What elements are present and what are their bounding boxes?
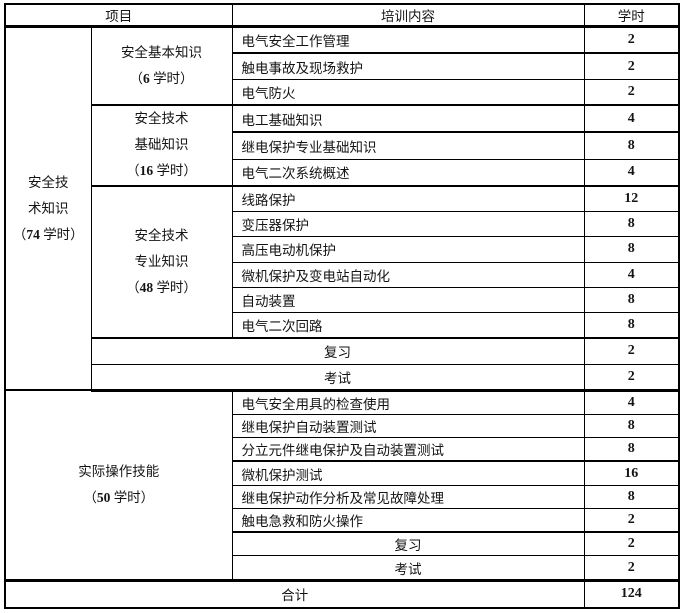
category-practical-skills: 实际操作技能 （50 学时） (4, 389, 233, 582)
table-row: 变压器保护 8 (5, 211, 680, 238)
hours-cell: 2 (583, 26, 680, 55)
hours-cell: 12 (583, 185, 680, 213)
table-row: 继电保护动作分析及常见故障处理 8 (5, 484, 680, 509)
table-row: 实际操作技能 （50 学时） 电气安全用具的检查使用 4 (4, 389, 680, 582)
hours-cell: 16 (583, 460, 680, 486)
table-row: 安全技 术知识 （74 学时） 安全基本知识 （6 学时） 电气安全工作管理 2 (4, 26, 680, 392)
course-name-cell: 继电保护动作分析及常见故障处理 (231, 484, 585, 509)
total-row: 合计 124 (4, 579, 680, 609)
table-row: 电气二次回路 8 (5, 312, 680, 340)
training-schedule-table: 项目 培训内容 学时 安全技 术知识 （74 学时） 安全基本知识 （6 学时）… (4, 3, 680, 609)
hours-cell: 2 (583, 531, 680, 557)
hours-cell: 2 (583, 52, 680, 80)
exam-row: 考试 2 (5, 363, 680, 392)
total-label: 合计 (4, 579, 585, 609)
hours-cell: 8 (583, 484, 680, 509)
hours-cell: 2 (583, 555, 680, 582)
subcategory-tech-foundation: 安全技术 基础知识 （16 学时） (90, 104, 233, 187)
course-name-cell: 变压器保护 (231, 211, 585, 238)
hours-cell: 8 (583, 414, 680, 439)
exam-cell: 考试 (231, 555, 585, 582)
hours-cell: 4 (583, 261, 680, 288)
table-row: 电气防火 2 (5, 78, 680, 106)
course-name-cell: 微机保护测试 (231, 460, 585, 486)
exam-row: 考试 2 (5, 555, 680, 582)
hours-cell: 8 (583, 211, 680, 238)
table-row: 触电急救和防火操作 2 (5, 507, 680, 534)
hours-cell: 2 (583, 507, 680, 534)
hours-cell: 8 (583, 312, 680, 340)
table-row: 自动装置 8 (5, 286, 680, 314)
subcategory-tech-professional: 安全技术 专业知识 （48 学时） (90, 185, 233, 340)
table-row: 电气二次系统概述 4 (5, 158, 680, 187)
course-name-cell: 微机保护及变电站自动化 (231, 261, 585, 288)
hours-cell: 8 (583, 437, 680, 463)
course-name-cell: 电气防火 (231, 78, 585, 106)
table-row: 安全技术 专业知识 （48 学时） 线路保护 12 (5, 185, 680, 340)
hours-cell: 4 (583, 158, 680, 187)
exam-cell: 考试 (90, 363, 585, 392)
hours-cell: 4 (583, 389, 680, 416)
table-row: 微机保护测试 16 (5, 460, 680, 486)
course-name-cell: 电气安全工作管理 (231, 26, 585, 55)
course-name-cell: 高压电动机保护 (231, 236, 585, 263)
course-name-cell: 电气二次系统概述 (231, 158, 585, 187)
hours-cell: 4 (583, 104, 680, 134)
header-hours: 学时 (583, 3, 680, 29)
hours-cell: 2 (583, 363, 680, 392)
course-name-cell: 电气安全用具的检查使用 (231, 389, 585, 416)
category-safety-tech-knowledge: 安全技 术知识 （74 学时） (4, 26, 92, 392)
review-row: 复习 2 (5, 337, 680, 365)
review-cell: 复习 (231, 531, 585, 557)
review-cell: 复习 (90, 337, 585, 365)
course-name-cell: 线路保护 (231, 185, 585, 213)
course-name-cell: 继电保护专业基础知识 (231, 131, 585, 160)
table-row: 安全技术 基础知识 （16 学时） 电工基础知识 4 (5, 104, 680, 187)
table-row: 继电保护自动装置测试 8 (5, 414, 680, 439)
course-name-cell: 触电急救和防火操作 (231, 507, 585, 534)
course-name-cell: 电工基础知识 (231, 104, 585, 134)
table-row: 触电事故及现场救护 2 (5, 52, 680, 80)
course-name-cell: 电气二次回路 (231, 312, 585, 340)
hours-cell: 2 (583, 337, 680, 365)
course-name-cell: 分立元件继电保护及自动装置测试 (231, 437, 585, 463)
header-row: 项目 培训内容 学时 (4, 3, 680, 29)
header-project: 项目 (4, 3, 233, 29)
course-name-cell: 自动装置 (231, 286, 585, 314)
course-name-cell: 继电保护自动装置测试 (231, 414, 585, 439)
total-hours-cell: 124 (583, 579, 680, 609)
header-content: 培训内容 (231, 3, 585, 29)
hours-cell: 8 (583, 286, 680, 314)
subcategory-basic-safety: 安全基本知识 （6 学时） (90, 26, 233, 106)
table-row: 分立元件继电保护及自动装置测试 8 (5, 437, 680, 463)
course-name-cell: 触电事故及现场救护 (231, 52, 585, 80)
hours-cell: 8 (583, 131, 680, 160)
hours-cell: 8 (583, 236, 680, 263)
hours-cell: 2 (583, 78, 680, 106)
table-row: 继电保护专业基础知识 8 (5, 131, 680, 160)
